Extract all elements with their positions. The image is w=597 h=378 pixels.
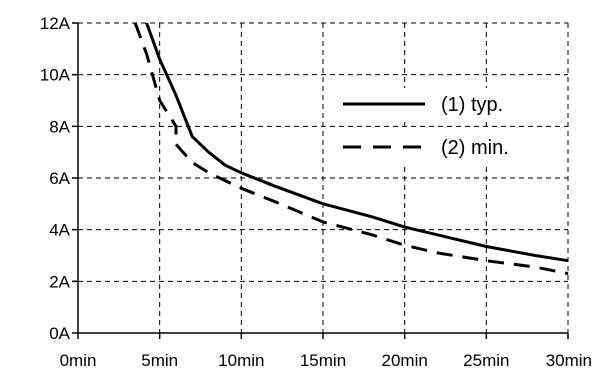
series-line-typ [145,22,569,263]
legend: (1) typ. (2) min. [337,88,537,163]
x-tick-label: 20min [382,351,428,370]
legend-label-min: (2) min. [441,137,509,159]
x-tick-label: 15min [300,351,346,370]
x-tick-label: 5min [141,351,178,370]
legend-entry-background [337,131,537,163]
x-tick-label: 10min [218,351,264,370]
grid [78,22,569,333]
y-tick-label: 0A [49,324,70,343]
y-tick-label: 8A [49,117,70,136]
x-tick-label: 25min [463,351,509,370]
y-tick-label: 6A [49,169,70,188]
series-group [133,22,569,276]
axes: 0A 2A 4A 6A 8A 10A 12A 0min 5min 10min 15min 20min 2… [40,14,592,370]
y-tick-label: 12A [40,14,71,33]
y-tick-label: 2A [49,272,70,291]
legend-label-typ: (1) typ. [441,94,503,116]
y-tick-label: 10A [40,66,71,85]
x-tick-label: 0min [60,351,97,370]
y-tick-label: 4A [49,221,70,240]
x-tick-label: 30min [546,351,592,370]
